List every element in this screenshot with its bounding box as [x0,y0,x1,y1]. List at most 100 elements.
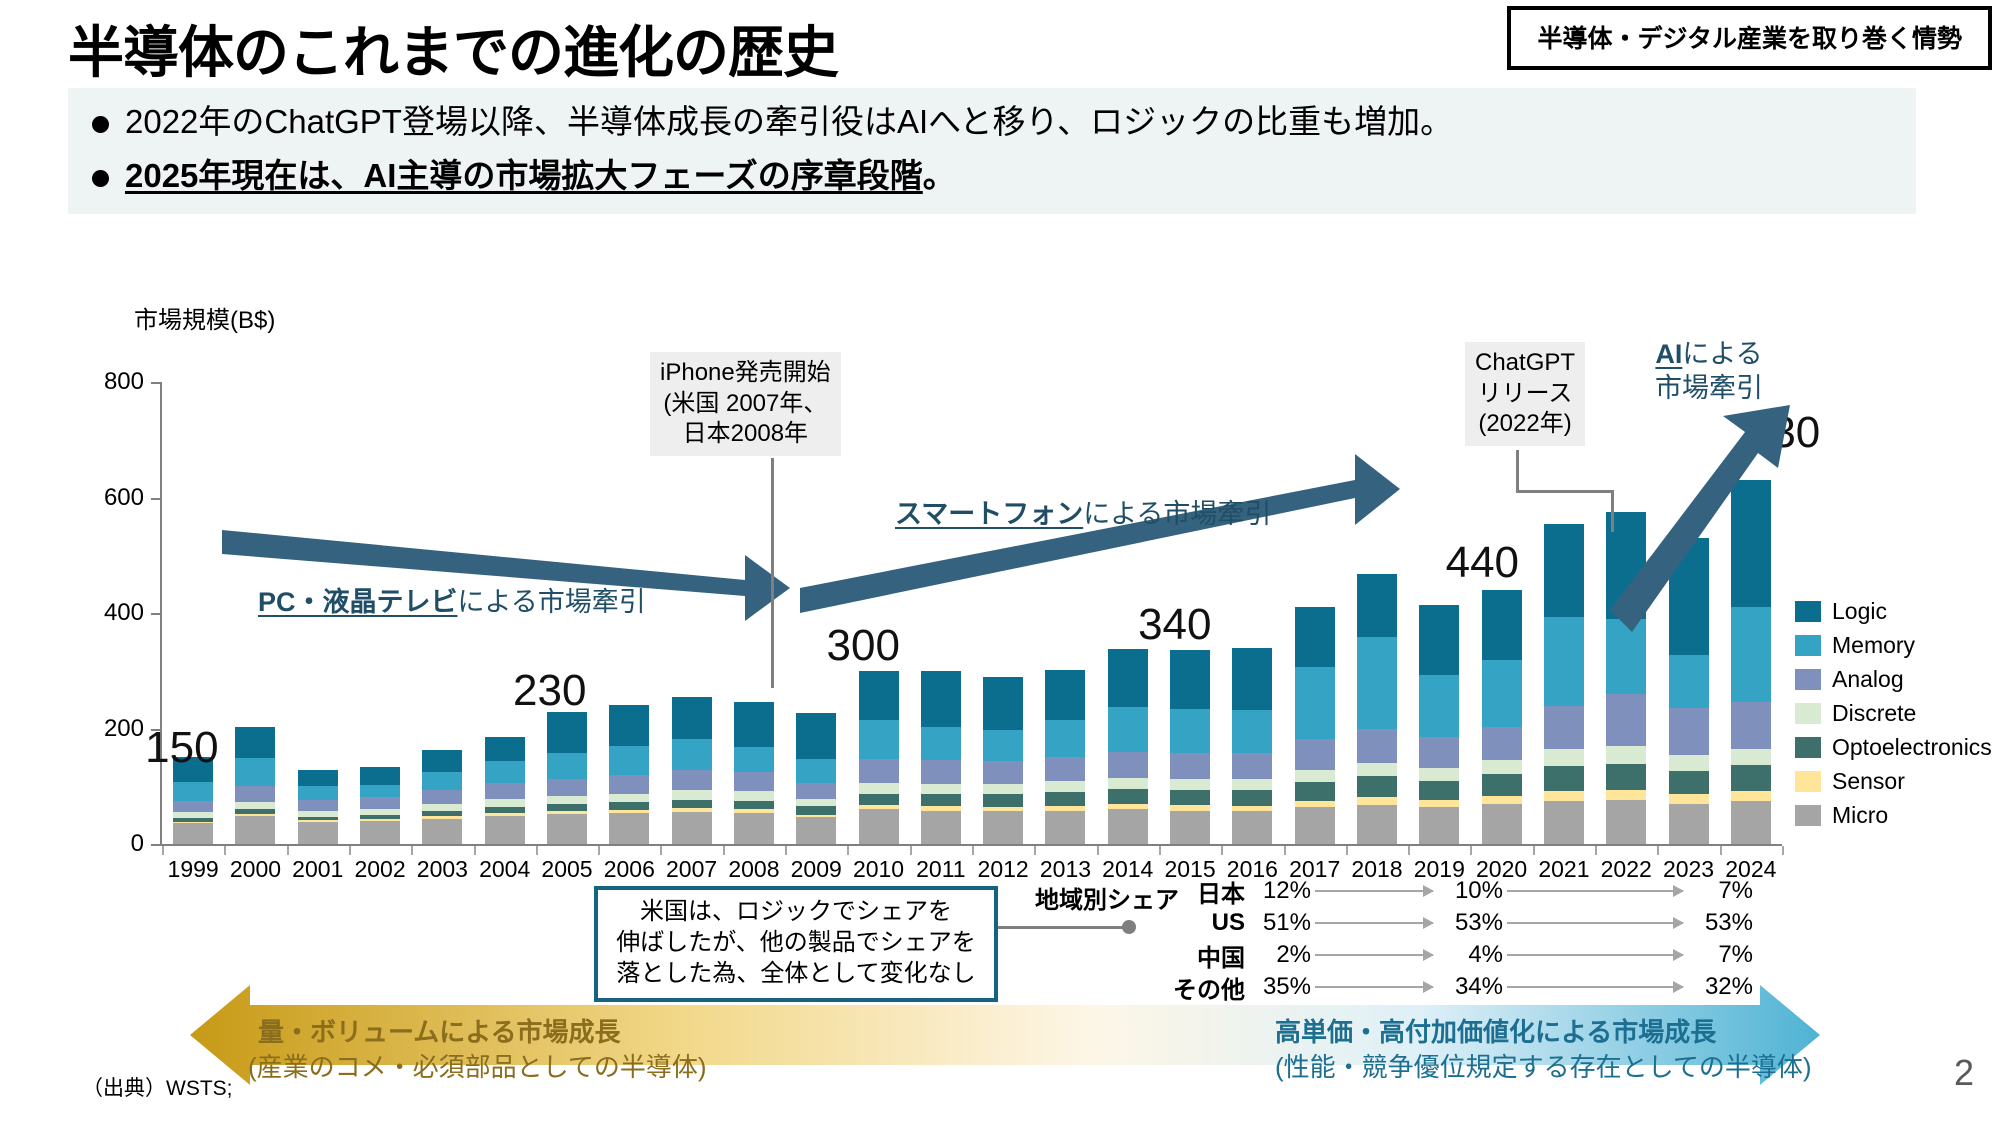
share-arrow-icon [1315,981,1434,993]
bar-segment-sensor [1357,797,1397,805]
bar-segment-discrete [1357,762,1397,777]
bar-segment-micro [1107,809,1148,844]
bar-segment-optoelectronics [235,809,276,814]
bar-segment-discrete [1045,781,1086,793]
bar-segment-sensor [1107,804,1148,810]
bar-segment-memory [1045,719,1086,758]
bar-2002 [360,766,401,844]
bar-segment-micro [235,816,276,844]
legend-label: Memory [1832,632,1916,658]
bar-segment-sensor [1481,795,1522,804]
bar-segment-analog [1543,706,1584,749]
legend-item-analog[interactable]: Analog [1795,666,1992,693]
bar-segment-memory [1668,655,1709,709]
bar-segment-discrete [1668,755,1709,772]
bar-segment-memory [173,781,214,801]
share-value-2024: 32% [1704,973,1753,1000]
bullet-text-2-underlined: 2025年現在は、AI主導の市場拡大フェーズの序章段階 [125,156,923,194]
bar-segment-discrete [671,790,712,800]
x-axis-label-2003: 2003 [416,856,468,882]
share-arrow-icon [1507,917,1684,929]
y-axis-label-600: 600 [103,483,144,511]
x-axis-label-2005: 2005 [541,856,593,882]
y-axis-label-200: 200 [103,714,144,742]
x-axis-label-2008: 2008 [728,856,780,882]
legend-item-logic[interactable]: Logic [1795,598,1992,625]
bar-segment-memory [858,719,899,760]
bar-segment-sensor [1419,800,1460,808]
callout-leader-line [998,926,1128,929]
y-tick [151,728,162,731]
legend-item-sensor[interactable]: Sensor [1795,768,1992,795]
bar-segment-sensor [609,809,650,813]
note-line: (米国 2007年、 [663,389,828,417]
legend-item-discrete[interactable]: Discrete [1795,700,1992,727]
bar-segment-optoelectronics [1606,764,1647,790]
bar-segment-micro [360,820,401,844]
bar-segment-sensor [1543,790,1584,801]
bar-segment-memory [671,738,712,771]
y-axis-label-400: 400 [103,599,144,626]
trend-label-ai-strong: AI [1655,339,1683,369]
bar-segment-optoelectronics [983,794,1024,808]
bar-segment-sensor [297,820,338,823]
value-label-2010: 300 [826,620,900,670]
bar-segment-logic [796,712,837,760]
bar-segment-micro [1232,811,1273,844]
bar-segment-memory [1170,708,1211,754]
bar-segment-memory [1543,617,1584,706]
banner-title-volume: 量・ボリュームによる市場成長 [258,1017,621,1047]
bar-segment-micro [297,822,338,844]
bar-2019 [1419,604,1460,844]
leader-line-chatgpt-v [1516,450,1519,492]
bar-segment-logic [547,712,587,753]
y-axis-label-0: 0 [130,830,144,857]
legend-swatch-icon [1795,669,1821,690]
bar-segment-sensor [796,814,837,818]
x-axis-label-2011: 2011 [916,856,966,882]
x-axis-label-2007: 2007 [666,856,718,882]
bar-segment-optoelectronics [796,806,837,815]
bar-segment-micro [173,823,214,844]
bar-segment-optoelectronics [1668,771,1709,795]
share-arrow-icon [1315,917,1434,929]
bar-segment-memory [1730,606,1771,702]
value-label-2005: 230 [513,666,587,716]
bar-segment-analog [733,772,774,792]
bar-2010 [858,670,899,844]
x-tick [473,846,476,855]
bar-segment-micro [547,813,587,844]
bullet-text-2: 2025年現在は、AI主導の市場拡大フェーズの序章段階。 [125,156,956,196]
bar-1999 [173,757,214,844]
bar-segment-optoelectronics [484,807,525,814]
legend-swatch-icon [1795,703,1821,724]
x-tick [785,846,788,855]
legend-item-memory[interactable]: Memory [1795,632,1992,659]
share-region-label: US [1211,909,1245,936]
callout-line: 伸ばしたが、他の製品でシェアを [616,929,976,957]
share-arrow-icon [1315,885,1434,897]
legend-item-micro[interactable]: Micro [1795,802,1992,829]
bar-segment-analog [1170,753,1211,780]
bar-segment-memory [484,761,525,783]
x-axis-label-2013: 2013 [1039,856,1092,882]
bar-segment-memory [983,730,1024,762]
legend-swatch-icon [1795,805,1821,826]
x-axis-label-2001: 2001 [292,856,344,882]
bar-2005 [547,712,587,844]
x-tick [909,846,912,855]
bar-segment-discrete [983,783,1024,795]
chart-legend: Logic Memory Analog Discrete Optoelectronics… [1795,598,1992,836]
bar-segment-memory [1357,637,1397,729]
bar-segment-memory [1232,709,1273,754]
bar-segment-discrete [1107,777,1148,790]
bar-segment-sensor [173,821,214,824]
share-value-2024: 7% [1718,877,1753,904]
bar-segment-discrete [1543,748,1584,767]
x-tick [1782,846,1784,855]
bar-segment-discrete [1232,779,1273,791]
bar-segment-logic [360,766,401,785]
bar-segment-optoelectronics [1170,790,1211,806]
legend-item-optoelectronics[interactable]: Optoelectronics [1795,734,1992,761]
bar-segment-sensor [1232,805,1273,812]
